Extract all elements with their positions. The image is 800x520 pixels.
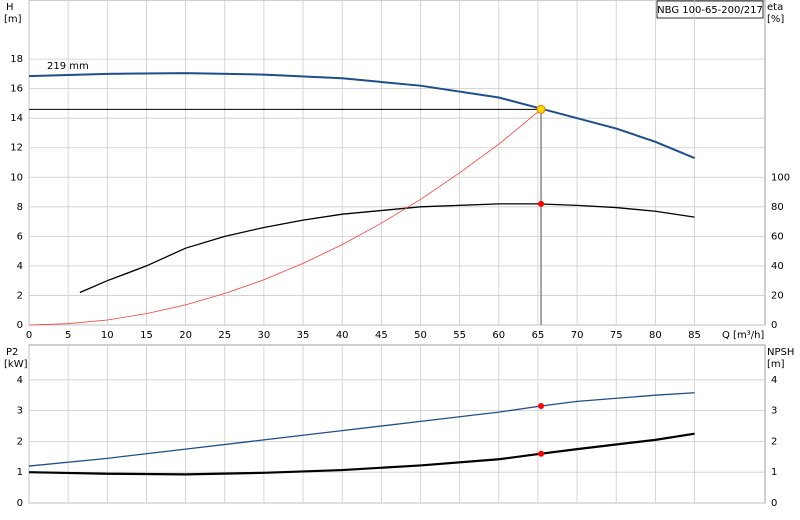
y2-tick-label: 60 bbox=[771, 231, 784, 242]
y2-tick-label: 40 bbox=[771, 261, 784, 272]
y-tick-label: 8 bbox=[17, 202, 23, 213]
marker bbox=[538, 402, 545, 409]
y-tick-label: 0 bbox=[17, 320, 23, 331]
marker bbox=[538, 200, 545, 207]
x-tick-label: 85 bbox=[688, 330, 701, 341]
x-tick-label: 0 bbox=[26, 330, 32, 341]
x-tick-label: 60 bbox=[492, 330, 505, 341]
y2-tick-label: 2 bbox=[771, 436, 777, 447]
y-tick-label: 16 bbox=[10, 84, 23, 95]
y-tick-label: 4 bbox=[17, 261, 23, 272]
y2-tick-label: 20 bbox=[771, 290, 784, 301]
chart-title: NBG 100-65-200/217 bbox=[657, 5, 763, 16]
y2-axis-label: eta bbox=[767, 2, 783, 13]
x-axis-label: Q [m³/h] bbox=[722, 330, 764, 341]
operating-point bbox=[536, 104, 546, 114]
y-tick-label: 10 bbox=[10, 172, 23, 183]
y2-axis-label: NPSH bbox=[767, 347, 794, 358]
x-tick-label: 75 bbox=[610, 330, 623, 341]
x-tick-label: 40 bbox=[336, 330, 349, 341]
y-tick-label: 4 bbox=[17, 375, 23, 386]
y-tick-label: 3 bbox=[17, 406, 23, 417]
y-tick-label: 12 bbox=[10, 143, 23, 154]
y2-axis-unit: [m] bbox=[767, 359, 785, 370]
x-tick-label: 70 bbox=[571, 330, 584, 341]
curve bbox=[79, 203, 695, 294]
x-tick-label: 30 bbox=[258, 330, 271, 341]
y2-tick-label: 0 bbox=[771, 320, 777, 331]
x-tick-label: 55 bbox=[453, 330, 466, 341]
y-axis-label: P2 bbox=[6, 347, 18, 358]
x-tick-label: 45 bbox=[375, 330, 388, 341]
y-tick-label: 18 bbox=[10, 54, 23, 65]
y2-tick-label: 4 bbox=[771, 375, 777, 386]
plot-frame bbox=[28, 0, 766, 326]
y-tick-label: 0 bbox=[17, 498, 23, 509]
y2-tick-label: 0 bbox=[771, 498, 777, 509]
y2-tick-label: 100 bbox=[771, 172, 790, 183]
x-tick-label: 10 bbox=[101, 330, 114, 341]
x-tick-label: 80 bbox=[649, 330, 662, 341]
y-tick-label: 14 bbox=[10, 113, 23, 124]
x-tick-label: 35 bbox=[297, 330, 310, 341]
curve-label: 219 mm bbox=[47, 61, 89, 72]
x-tick-label: 65 bbox=[532, 330, 545, 341]
y-tick-label: 1 bbox=[17, 467, 23, 478]
y-axis-unit: [m] bbox=[4, 14, 22, 25]
curve bbox=[28, 72, 695, 159]
x-tick-label: 50 bbox=[414, 330, 427, 341]
y2-tick-label: 80 bbox=[771, 202, 784, 213]
y-tick-label: 6 bbox=[17, 231, 23, 242]
marker bbox=[538, 450, 545, 457]
x-tick-label: 15 bbox=[140, 330, 153, 341]
y2-tick-label: 1 bbox=[771, 467, 777, 478]
curve bbox=[28, 432, 695, 476]
curve bbox=[28, 109, 542, 326]
y-axis-unit: [kW] bbox=[4, 359, 28, 370]
y-tick-label: 2 bbox=[17, 436, 23, 447]
y-tick-label: 2 bbox=[17, 290, 23, 301]
y2-axis-unit: [%] bbox=[767, 14, 784, 25]
x-tick-label: 5 bbox=[65, 330, 71, 341]
y2-tick-label: 3 bbox=[771, 406, 777, 417]
title-box bbox=[656, 0, 764, 19]
y-axis-label: H bbox=[6, 2, 14, 13]
curve bbox=[28, 392, 695, 467]
x-tick-label: 20 bbox=[179, 330, 192, 341]
x-tick-label: 25 bbox=[218, 330, 231, 341]
